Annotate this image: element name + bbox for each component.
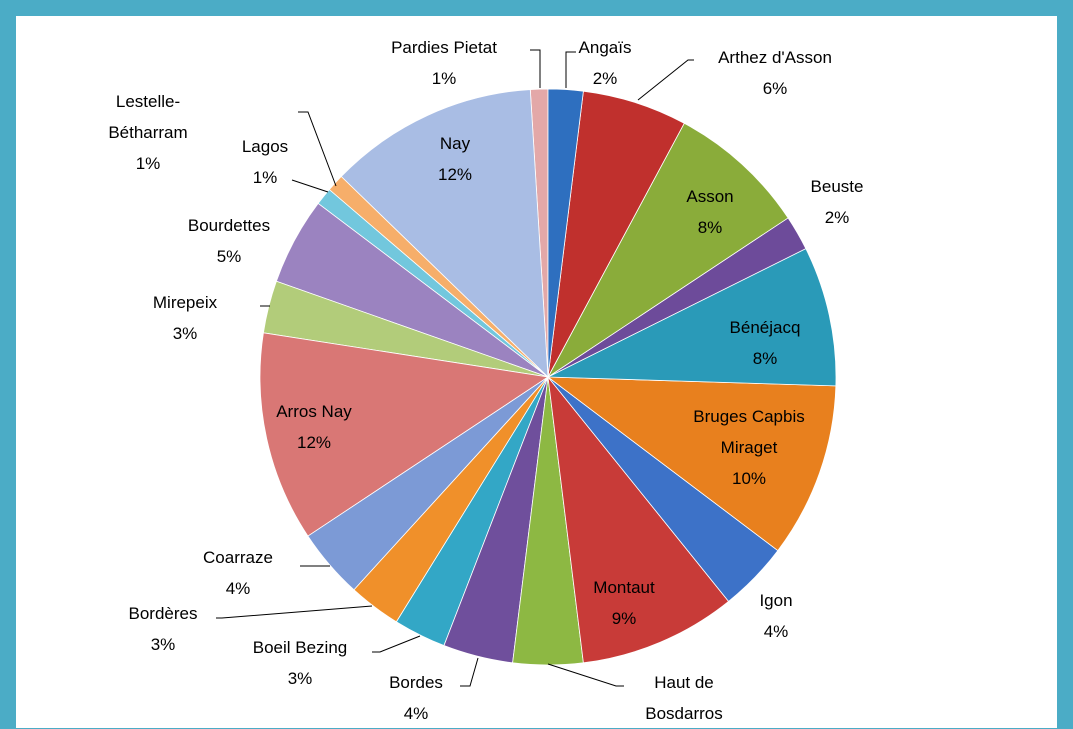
category-label: Pardies Pietat xyxy=(391,38,497,57)
category-label: Boeil Bezing xyxy=(252,638,348,657)
leader-line xyxy=(530,49,541,88)
slice-label: Pardies Pietat 1% xyxy=(364,32,524,94)
leader-line xyxy=(637,59,694,101)
pie-slice xyxy=(547,375,730,664)
slice-label: Lestelle-Bétharram 1% xyxy=(93,86,203,179)
value-label: 12% xyxy=(296,433,332,452)
category-label: Asson xyxy=(686,187,734,206)
slice-label: Lagos 1% xyxy=(230,131,300,193)
leader-line xyxy=(298,111,337,187)
slice-label: Montaut 9% xyxy=(574,572,674,634)
pie-slice xyxy=(547,88,584,378)
slice-label: Nay 12% xyxy=(425,128,485,190)
category-label: Bruges Capbis Miraget xyxy=(693,407,805,457)
leader-line xyxy=(291,179,329,193)
slice-label: Bordes 4% xyxy=(376,667,456,729)
value-label: 4% xyxy=(403,704,429,723)
value-label: 1% xyxy=(431,69,457,88)
slice-label: Boeil Bezing 3% xyxy=(225,632,375,694)
category-label: Bordes xyxy=(389,673,443,692)
slice-label: Arros Nay 12% xyxy=(254,396,374,458)
value-label: 8% xyxy=(752,349,778,368)
category-label: Montaut xyxy=(593,578,655,597)
value-label: 6% xyxy=(762,79,788,98)
value-label: 10% xyxy=(731,469,767,488)
slice-label: Arthez d'Asson 6% xyxy=(685,42,865,104)
pie-slice xyxy=(259,332,550,537)
slice-label: Asson 8% xyxy=(670,181,750,243)
pie-slice xyxy=(547,248,837,387)
leader-line xyxy=(547,663,624,687)
value-label: 2% xyxy=(824,208,850,227)
category-label: Lestelle-Bétharram xyxy=(108,92,188,142)
category-label: Bourdettes xyxy=(187,216,271,235)
slice-label: Coarraze 4% xyxy=(183,542,293,604)
slice-label: Bénéjacq 8% xyxy=(705,312,825,374)
value-label: 1% xyxy=(252,168,278,187)
category-label: Coarraze xyxy=(203,548,273,567)
category-label: Bénéjacq xyxy=(729,318,801,337)
value-label: 12% xyxy=(437,165,473,184)
slice-label: Bruges Capbis Miraget 10% xyxy=(664,401,834,494)
leader-line xyxy=(460,657,479,687)
pie-slice xyxy=(547,122,789,378)
category-label: Igon xyxy=(759,591,793,610)
leader-line xyxy=(565,51,576,88)
value-label: 3% xyxy=(287,669,313,688)
slice-label: Mirepeix 3% xyxy=(135,287,235,349)
category-label: Lagos xyxy=(241,137,289,156)
slice-label: Haut de Bosdarros xyxy=(624,667,744,729)
value-label: 4% xyxy=(225,579,251,598)
slice-label: Bordères 3% xyxy=(103,598,223,660)
value-label: 1% xyxy=(135,154,161,173)
pie-slice xyxy=(546,376,837,552)
slice-label: Beuste 2% xyxy=(797,171,877,233)
value-label: 2% xyxy=(592,69,618,88)
value-label: 3% xyxy=(172,324,198,343)
leader-lines xyxy=(216,49,694,687)
value-label: 5% xyxy=(216,247,242,266)
slice-label: Igon 4% xyxy=(746,585,806,647)
slice-label: Angaïs 2% xyxy=(575,32,635,94)
leader-line xyxy=(216,605,373,619)
category-label: Nay xyxy=(439,134,471,153)
category-label: Haut de Bosdarros xyxy=(645,673,723,723)
value-label: 9% xyxy=(611,609,637,628)
category-label: Arthez d'Asson xyxy=(718,48,832,67)
category-label: Angaïs xyxy=(578,38,632,57)
slice-label: Bourdettes 5% xyxy=(169,210,289,272)
category-label: Mirepeix xyxy=(152,293,218,312)
value-label: 3% xyxy=(150,635,176,654)
value-label: 4% xyxy=(763,622,789,641)
category-label: Beuste xyxy=(810,177,864,196)
pie-slice xyxy=(340,89,549,379)
category-label: Arros Nay xyxy=(276,402,352,421)
leader-line xyxy=(372,635,421,653)
category-label: Bordères xyxy=(128,604,198,623)
value-label: 8% xyxy=(697,218,723,237)
